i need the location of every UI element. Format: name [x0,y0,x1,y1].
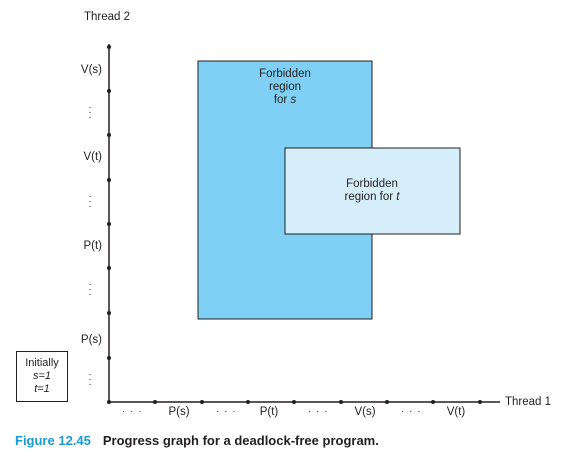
forbidden-region-t [284,147,461,235]
initial-condition-box: Initially s=1 t=1 [16,351,68,402]
x-label-vt: V(t) [446,406,466,418]
x-label-pt: P(t) [259,406,279,418]
figure-caption: Figure 12.45 Progress graph for a deadloc… [15,433,379,448]
region-t-label: Forbidden region for t [344,178,400,203]
y-ellipsis: · · · [88,369,92,390]
x-ellipsis: · · · [308,406,329,417]
x-ellipsis: · · · [216,406,237,417]
figure-caption-text: Progress graph for a deadlock-free progr… [102,433,379,448]
y-ellipsis: · · · [88,191,92,212]
y-label-vt: V(t) [83,151,102,163]
x-ellipsis: · · · [122,406,143,417]
y-label-ps: P(s) [80,334,102,346]
region-s-label: Forbidden region for s [259,68,311,106]
y-label-pt: P(t) [83,240,102,252]
y-label-vs: V(s) [80,64,102,76]
y-axis-points [107,45,111,404]
x-ellipsis: · · · [401,406,422,417]
figure-number: Figure 12.45 [15,433,91,448]
x-axis-points [153,400,482,404]
y-ellipsis: · · · [88,279,92,300]
x-axis-title: Thread 1 [505,396,552,408]
x-label-ps: P(s) [168,406,190,418]
y-axis-title: Thread 2 [84,11,131,23]
y-ellipsis: · · · [88,102,92,123]
x-label-vs: V(s) [354,406,376,418]
